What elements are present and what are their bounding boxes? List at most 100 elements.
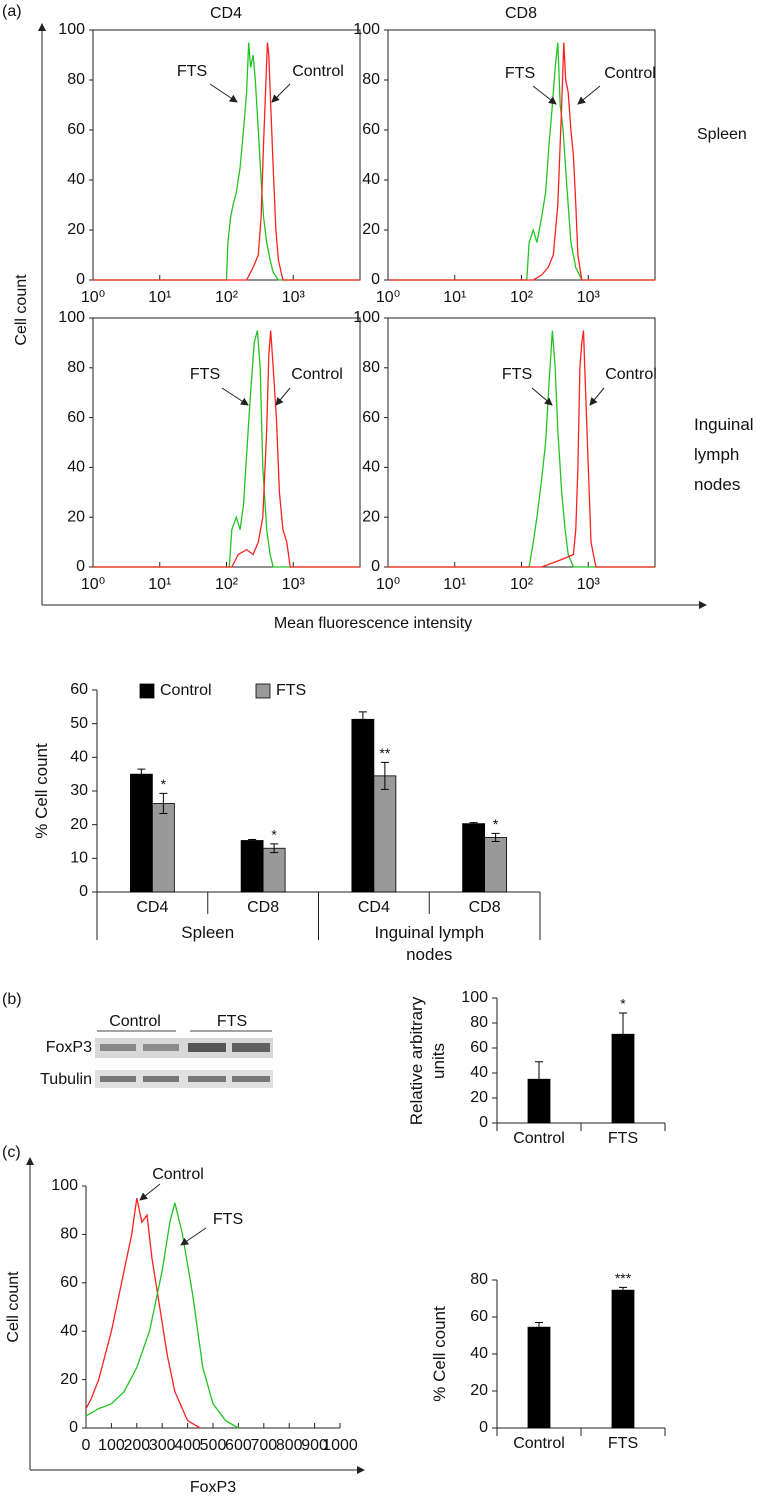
y-tick-label: 40 <box>470 1064 488 1081</box>
y-tick-label: 0 <box>79 883 88 900</box>
blot-band <box>232 1043 270 1052</box>
y-tick-label: 60 <box>60 1274 78 1291</box>
bar <box>351 718 375 893</box>
histogram-line <box>388 330 655 568</box>
column-title: CD4 <box>210 5 242 22</box>
legend-label: FTS <box>276 682 306 699</box>
significance-label: ** <box>379 745 390 761</box>
x-tick-label: 500 <box>200 1437 227 1454</box>
group-label: Inguinal lymph nodes <box>374 923 485 964</box>
y-tick-label: 60 <box>67 121 85 138</box>
annotation-arrow <box>275 387 291 406</box>
y-axis-label: % Cell count <box>430 1306 449 1402</box>
x-tick-label: 900 <box>301 1437 328 1454</box>
y-tick-label: 80 <box>67 71 85 88</box>
y-axis-label: Relative arbitrary units <box>407 996 448 1125</box>
y-tick-label: 80 <box>362 71 380 88</box>
x-tick-label: Control <box>513 1130 565 1147</box>
x-tick-label: 1000 <box>322 1437 358 1454</box>
significance-label: *** <box>615 1270 632 1286</box>
y-tick-label: 80 <box>67 359 85 376</box>
blot-band <box>188 1076 226 1082</box>
bar <box>262 847 286 893</box>
legend-label: Control <box>160 682 212 699</box>
x-tick-label: 10⁰ <box>376 576 400 593</box>
histogram-line <box>93 330 360 568</box>
western-blot: Control FTS FoxP3 Tubulin <box>40 1013 273 1088</box>
bar <box>151 803 175 893</box>
blot-row: FoxP3 <box>46 1039 92 1056</box>
x-tick-label: 10² <box>510 576 534 593</box>
y-tick-label: 100 <box>51 1177 78 1194</box>
annotation-arrow <box>271 83 291 103</box>
y-tick-label: 50 <box>70 715 88 732</box>
y-tick-label: 100 <box>353 21 380 38</box>
x-tick-label: 10⁰ <box>81 289 105 306</box>
x-axis-label: Mean fluorescence intensity <box>274 615 472 632</box>
y-tick-label: 80 <box>60 1226 78 1243</box>
y-tick-label: 60 <box>470 1039 488 1056</box>
error-bar <box>619 1012 627 1056</box>
y-tick-label: 20 <box>362 508 380 525</box>
y-tick-label: 0 <box>76 558 85 575</box>
x-axis-label: FoxP3 <box>190 1479 236 1496</box>
y-tick-label: 0 <box>479 1114 488 1131</box>
series-label: FTS <box>177 63 207 80</box>
error-bar <box>137 768 146 780</box>
y-tick-label: 40 <box>362 459 380 476</box>
x-tick-label: 10² <box>215 289 239 306</box>
series-label: Control <box>291 366 343 383</box>
blot-band <box>100 1044 136 1051</box>
y-tick-label: 60 <box>362 121 380 138</box>
x-tick-label: 0 <box>82 1437 91 1454</box>
histogram-line <box>85 1202 239 1429</box>
histogram-line <box>93 42 360 281</box>
y-tick-label: 0 <box>76 271 85 288</box>
x-tick-label: 800 <box>276 1437 303 1454</box>
x-tick-label: CD4 <box>358 899 390 916</box>
panel-label: (c) <box>2 1144 21 1161</box>
series-label: FTS <box>213 1211 243 1228</box>
column-title: CD8 <box>505 5 537 22</box>
y-tick-label: 40 <box>67 459 85 476</box>
series-label: Control <box>605 366 657 383</box>
error-bar <box>619 1286 627 1294</box>
y-tick-label: 60 <box>362 409 380 426</box>
significance-label: * <box>271 827 277 843</box>
series-label: Control <box>292 63 344 80</box>
y-tick-label: 20 <box>470 1089 488 1106</box>
histogram-line <box>388 42 655 281</box>
error-bar <box>248 838 257 842</box>
annotation-arrow <box>531 387 553 406</box>
y-tick-label: 80 <box>470 1271 488 1288</box>
y-axis-label: % Cell count <box>32 743 51 839</box>
blot-group: Control <box>109 1013 161 1030</box>
x-tick-label: 10¹ <box>148 289 171 306</box>
panel-label: (b) <box>2 991 22 1008</box>
error-bar <box>491 832 500 842</box>
x-tick-label: 10⁰ <box>376 289 400 306</box>
x-tick-label: CD8 <box>247 899 279 916</box>
x-tick-label: 200 <box>123 1437 150 1454</box>
annotation-arrow <box>589 387 605 406</box>
x-tick-label: 100 <box>98 1437 125 1454</box>
y-tick-label: 40 <box>70 749 88 766</box>
histogram-line <box>388 330 655 568</box>
error-bar <box>535 1061 543 1098</box>
y-tick-label: 60 <box>70 681 88 698</box>
y-tick-label: 20 <box>362 221 380 238</box>
x-tick-label: Control <box>513 1435 565 1452</box>
x-tick-label: FTS <box>608 1435 638 1452</box>
series-label: Control <box>152 1166 204 1183</box>
group-label: Spleen <box>181 923 235 942</box>
y-tick-label: 0 <box>371 271 380 288</box>
bar <box>240 840 264 893</box>
x-tick-label: FTS <box>608 1130 638 1147</box>
x-tick-label: 10¹ <box>148 576 171 593</box>
histogram-line <box>85 1197 201 1429</box>
series-label: Control <box>604 65 656 82</box>
x-tick-label: 10³ <box>282 289 306 306</box>
x-tick-label: 600 <box>225 1437 252 1454</box>
y-tick-label: 20 <box>67 221 85 238</box>
